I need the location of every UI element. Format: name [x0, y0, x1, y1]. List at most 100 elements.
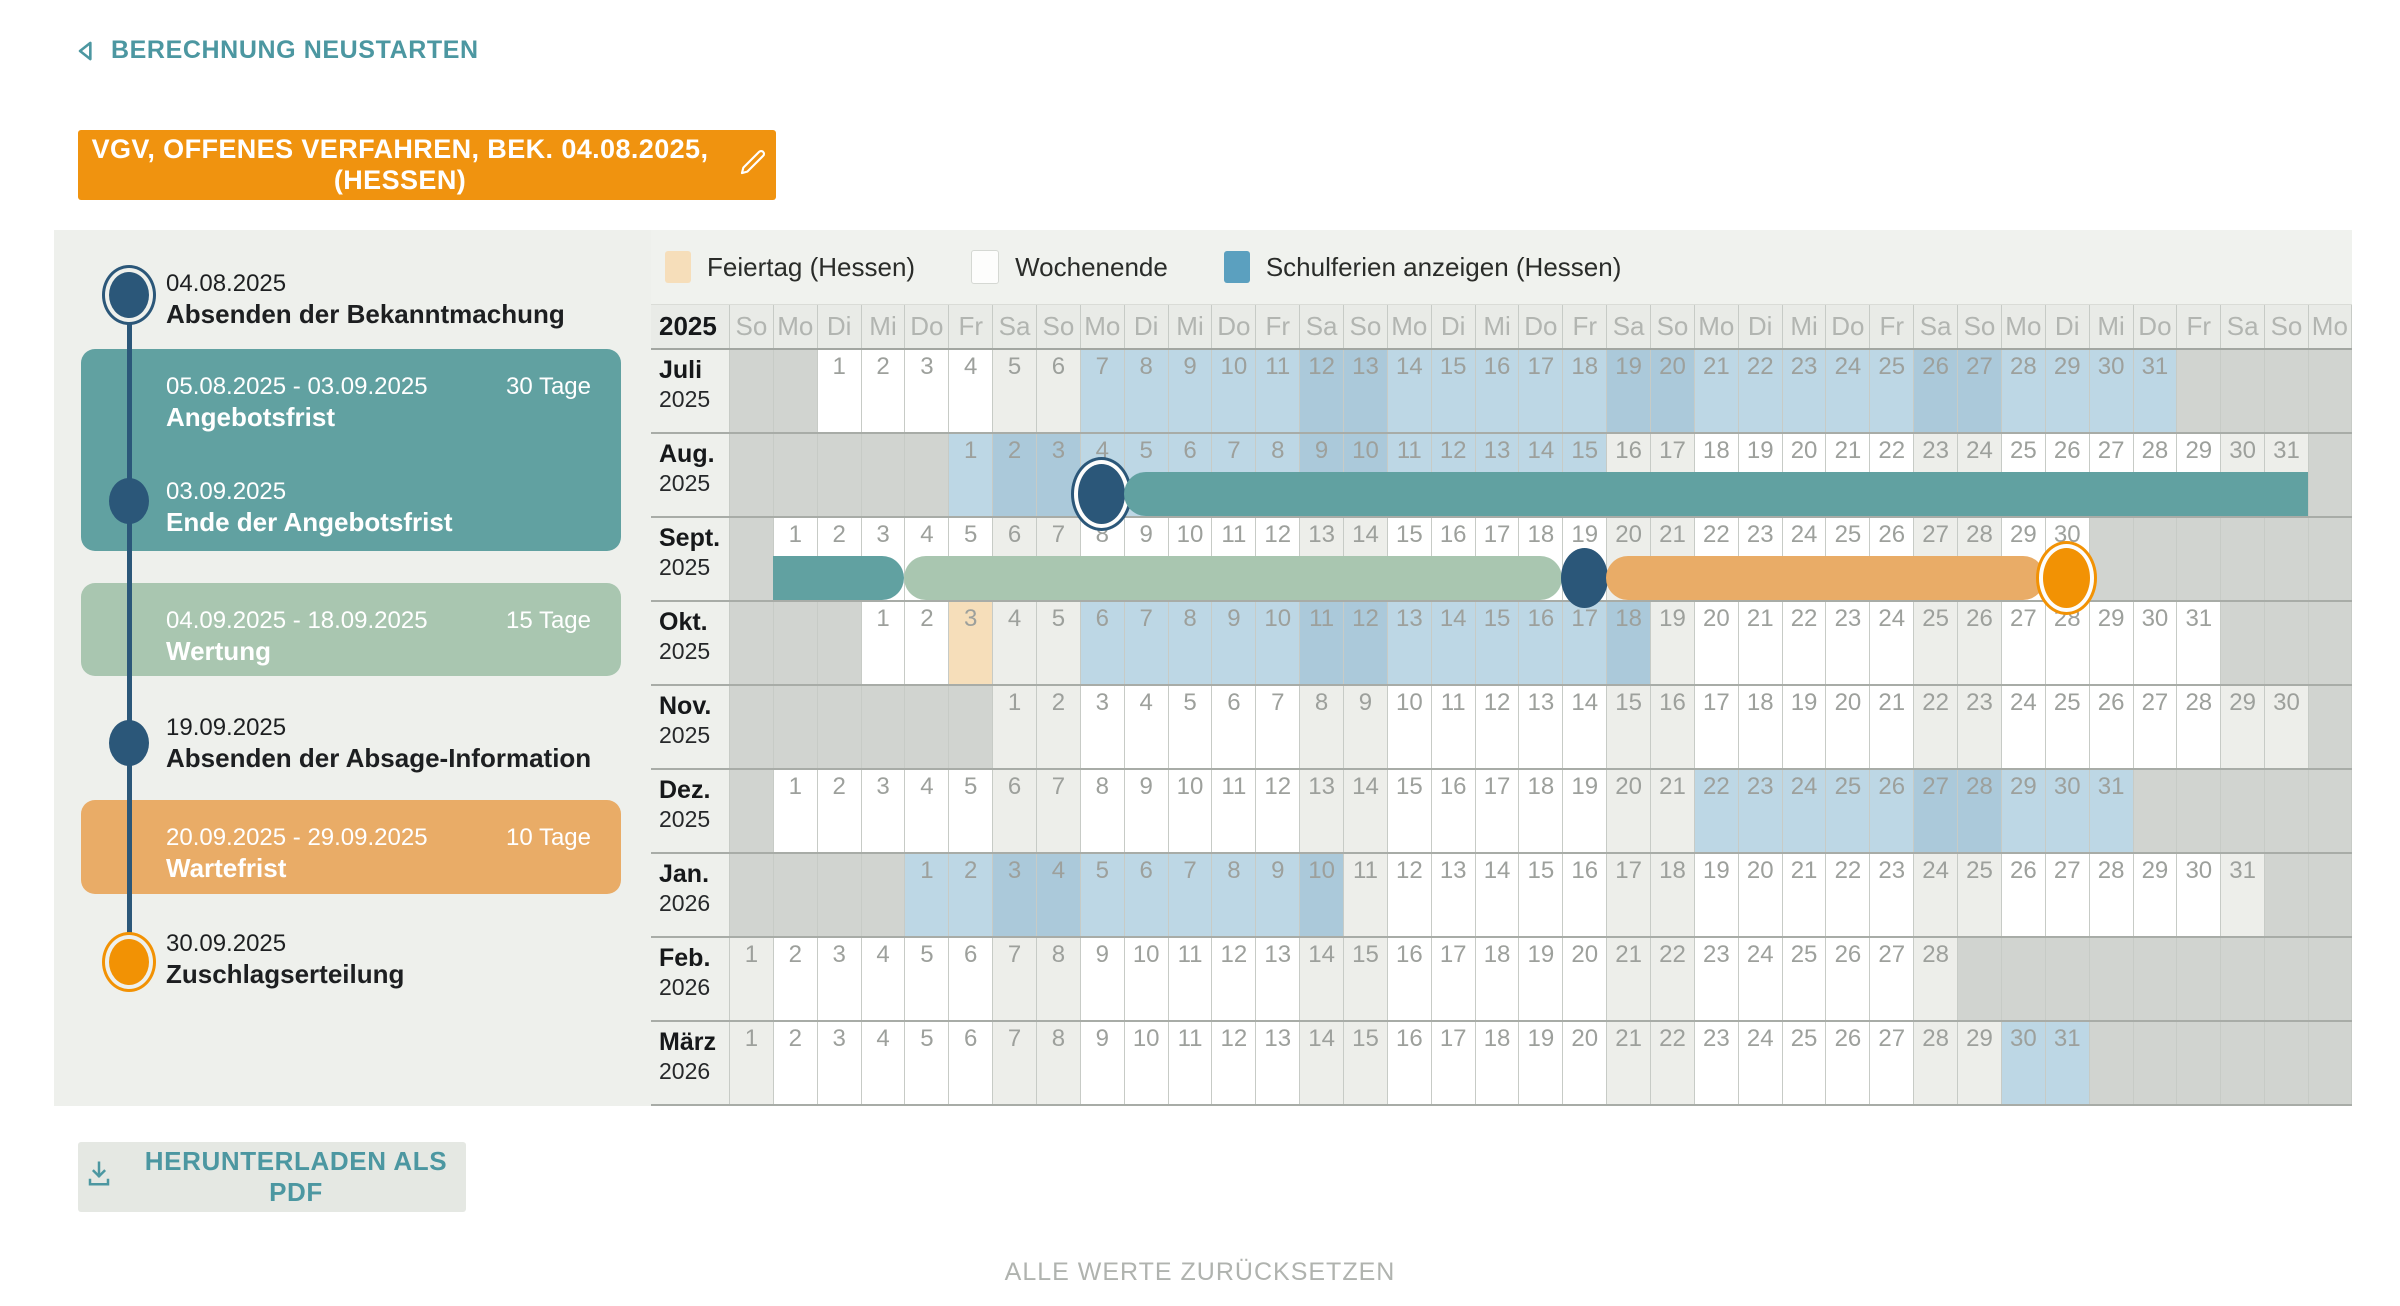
- day-cell: [816, 602, 861, 684]
- day-cell: 26: [2000, 854, 2045, 936]
- weekday-header-cell: Mi: [2088, 305, 2133, 348]
- weekday-header-cell: Sa: [992, 305, 1036, 348]
- day-cell: 26: [2044, 434, 2089, 516]
- day-cell: [2307, 854, 2352, 936]
- month-label: Feb. 2026: [651, 938, 729, 1020]
- day-cell: [2088, 518, 2133, 600]
- procedure-edit-button[interactable]: VGV, OFFENES VERFAHREN, BEK. 04.08.2025,…: [78, 130, 776, 200]
- day-cell: 24: [1957, 434, 2001, 516]
- day-cell: 29: [2132, 854, 2177, 936]
- legend-item-wochenende: Wochenende: [971, 250, 1168, 284]
- day-cell: 21: [1825, 434, 1870, 516]
- day-cell: 27: [1869, 1022, 1914, 1104]
- weekday-header-cell: Do: [904, 305, 948, 348]
- calendar-month-row: Jan. 2026 1 2 3 4 5 6 7 8 9 10 11 12 13 14 15 16 17 18 19 20 2…: [651, 854, 2352, 938]
- day-cell: 14: [1299, 938, 1344, 1020]
- day-cell: 3: [1079, 686, 1124, 768]
- weekday-header-cell: So: [1343, 305, 1387, 348]
- day-cell: [2220, 938, 2265, 1020]
- day-cell: 7: [1167, 854, 1212, 936]
- day-cell: 26: [1825, 1022, 1870, 1104]
- day-cell: [860, 434, 905, 516]
- day-cell: [948, 686, 993, 768]
- day-cell: 18: [1650, 854, 1694, 936]
- day-cell: 22: [1650, 938, 1694, 1020]
- day-cell: 15: [1562, 434, 1607, 516]
- day-cell: 16: [1386, 1022, 1431, 1104]
- day-cell: [2307, 602, 2352, 684]
- day-cell: 15: [1343, 938, 1387, 1020]
- day-cell: 26: [1869, 770, 1914, 852]
- calendar-month-row: Okt. 2025 1 2 3 4 5 6 7 8 9 10 11 12 13 14 15 16 17 18 19 20 2…: [651, 602, 2352, 686]
- day-cell: 2: [772, 1022, 817, 1104]
- day-cell: 28: [2088, 854, 2133, 936]
- day-cell: [2132, 518, 2177, 600]
- schulferien-label: Schulferien anzeigen (Hessen): [1265, 251, 1622, 282]
- day-cell: 30: [2088, 350, 2133, 432]
- month-name: Sept.: [659, 524, 721, 552]
- restart-calculation-link[interactable]: BERECHNUNG NEUSTARTEN: [73, 36, 479, 65]
- day-cell: 2: [816, 518, 861, 600]
- day-cell: 22: [1869, 434, 1914, 516]
- phase-title: Angebotsfrist: [166, 402, 335, 432]
- month-year: 2025: [659, 806, 711, 832]
- milestone-date: 30.09.2025: [166, 930, 287, 957]
- day-cell: 26: [1957, 602, 2001, 684]
- day-cell: 14: [1386, 350, 1431, 432]
- day-cell: 26: [1825, 938, 1870, 1020]
- day-cell: 25: [1825, 518, 1870, 600]
- month-label: Aug. 2025: [651, 434, 729, 516]
- day-cell: [904, 434, 949, 516]
- day-cell: [2220, 770, 2265, 852]
- day-cell: 18: [1606, 602, 1651, 684]
- day-cell: 1: [816, 350, 861, 432]
- day-cell: 22: [1781, 602, 1826, 684]
- day-cell: 5: [948, 770, 993, 852]
- day-cell: [772, 602, 817, 684]
- day-cell: 22: [1913, 686, 1958, 768]
- day-cell: 23: [1957, 686, 2001, 768]
- day-cell: [2220, 518, 2265, 600]
- day-cell: 24: [1737, 1022, 1782, 1104]
- reset-all-values-link[interactable]: ALLE WERTE ZURÜCKSETZEN: [1004, 1258, 1396, 1286]
- day-cell: [2176, 770, 2221, 852]
- day-cell: 4: [860, 938, 905, 1020]
- day-cell: 28: [1957, 518, 2001, 600]
- day-cell: [729, 434, 773, 516]
- day-cell: 9: [1123, 518, 1168, 600]
- day-cell: 26: [1869, 518, 1914, 600]
- day-cell: [2264, 938, 2308, 1020]
- day-cell: 4: [1036, 854, 1080, 936]
- day-cell: 1: [772, 770, 817, 852]
- legend-item-schulferien-toggle[interactable]: Schulferien anzeigen (Hessen): [1223, 251, 1622, 283]
- timeline-milestone-dot: [109, 478, 149, 524]
- wochenende-label: Wochenende: [1015, 251, 1168, 282]
- timeline-milestone-text: 19.09.2025 Absenden der Absage-Informatio…: [166, 714, 636, 774]
- day-cell: [2088, 938, 2133, 1020]
- day-cell: [2176, 938, 2221, 1020]
- day-cell: [816, 434, 861, 516]
- day-cell: 5: [1036, 602, 1080, 684]
- day-cell: 18: [1474, 938, 1519, 1020]
- day-cell: 6: [948, 1022, 993, 1104]
- phase-range-row: 20.09.2025 - 29.09.2025 10 Tage: [81, 800, 621, 852]
- day-cell: [2220, 602, 2265, 684]
- timeline-milestone-text: 30.09.2025 Zuschlagserteilung: [166, 930, 636, 990]
- download-pdf-button[interactable]: HERUNTERLADEN ALS PDF: [78, 1142, 466, 1212]
- day-cell: 31: [2044, 1022, 2089, 1104]
- day-cell: 14: [1430, 602, 1475, 684]
- day-cell: 1: [772, 518, 817, 600]
- day-cell: 19: [1781, 686, 1826, 768]
- day-cell: 17: [1693, 686, 1738, 768]
- day-cell: 20: [1825, 686, 1870, 768]
- month-name: Jan.: [659, 860, 710, 888]
- day-cell: 16: [1386, 938, 1431, 1020]
- day-cell: 25: [2000, 434, 2045, 516]
- day-cell: 28: [2044, 602, 2089, 684]
- month-year: 2025: [659, 386, 711, 412]
- schulferien-checkbox[interactable]: [1223, 251, 1250, 283]
- day-cell: 2: [992, 434, 1037, 516]
- weekday-header-cell: Do: [1518, 305, 1562, 348]
- day-cell: 12: [1211, 938, 1256, 1020]
- day-cell: 29: [2000, 770, 2045, 852]
